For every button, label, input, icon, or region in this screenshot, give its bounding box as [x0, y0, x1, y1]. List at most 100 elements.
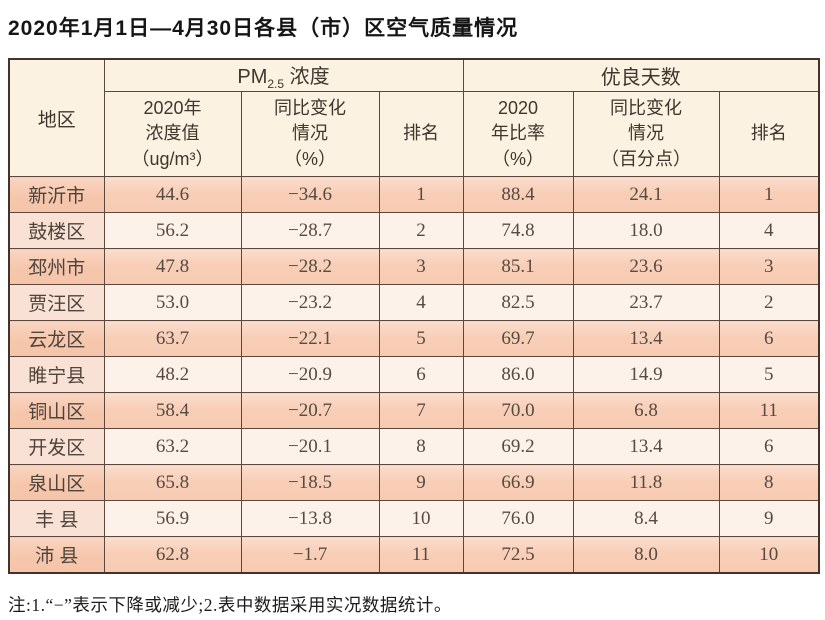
- good-change-cell: 11.8: [572, 464, 720, 501]
- pm-change-cell: −18.5: [240, 464, 380, 501]
- good-change-cell: 8.4: [572, 500, 720, 537]
- pm-value-cell: 63.7: [103, 320, 242, 357]
- region-cell: 邳州市: [8, 248, 105, 285]
- table-row: 睢宁县 48.2 −20.9 6 86.0 14.9 5: [8, 356, 820, 393]
- pm-rank-cell: 4: [378, 284, 464, 321]
- good-ratio-cell: 82.5: [462, 284, 574, 321]
- pm-change-cell: −34.6: [240, 176, 380, 213]
- pm-rank-cell: 9: [378, 464, 464, 501]
- pm-value-cell: 56.9: [103, 500, 242, 537]
- pm-rank-cell: 1: [378, 176, 464, 213]
- pm-value-cell: 56.2: [103, 212, 242, 249]
- good-ratio-cell: 86.0: [462, 356, 574, 393]
- header-pm-value: 2020年 浓度值 （ug/m³）: [103, 91, 242, 177]
- good-rank-cell: 5: [718, 356, 820, 393]
- pm-change-cell: −23.2: [240, 284, 380, 321]
- header-group-pm25: PM2.5 浓度: [103, 58, 464, 92]
- region-cell: 睢宁县: [8, 356, 105, 393]
- pm-rank-cell: 5: [378, 320, 464, 357]
- header-group-good-days: 优良天数: [462, 58, 820, 92]
- region-cell: 鼓楼区: [8, 212, 105, 249]
- good-change-cell: 18.0: [572, 212, 720, 249]
- table-row: 沛 县 62.8 −1.7 11 72.5 8.0 10: [8, 536, 820, 574]
- region-cell: 贾汪区: [8, 284, 105, 321]
- pm-change-cell: −20.7: [240, 392, 380, 429]
- region-cell: 铜山区: [8, 392, 105, 429]
- good-change-cell: 8.0: [572, 536, 720, 574]
- good-ratio-cell: 69.2: [462, 428, 574, 465]
- header-group-row: 地区 PM2.5 浓度 优良天数: [8, 58, 820, 177]
- region-cell: 新沂市: [8, 176, 105, 213]
- pm25-subscript: 2.5: [267, 77, 285, 91]
- pm-rank-cell: 7: [378, 392, 464, 429]
- pm25-suffix: 浓度: [284, 66, 330, 88]
- good-change-cell: 13.4: [572, 428, 720, 465]
- pm-value-cell: 53.0: [103, 284, 242, 321]
- pm-change-cell: −13.8: [240, 500, 380, 537]
- table-body: 新沂市 44.6 −34.6 1 88.4 24.1 1 鼓楼区 56.2 −2…: [8, 176, 820, 574]
- pm-change-cell: −28.7: [240, 212, 380, 249]
- good-ratio-cell: 74.8: [462, 212, 574, 249]
- pm-value-cell: 62.8: [103, 536, 242, 574]
- good-rank-cell: 6: [718, 320, 820, 357]
- table-row: 丰 县 56.9 −13.8 10 76.0 8.4 9: [8, 500, 820, 537]
- good-ratio-cell: 66.9: [462, 464, 574, 501]
- header-good-change: 同比变化 情况 （百分点）: [572, 91, 720, 177]
- air-quality-table: 地区 PM2.5 浓度 优良天数 2020年 浓度值 （ug/m³） 同比变化 …: [8, 58, 821, 574]
- pm-change-cell: −28.2: [240, 248, 380, 285]
- pm-rank-cell: 2: [378, 212, 464, 249]
- table-header: 地区 PM2.5 浓度 优良天数 2020年 浓度值 （ug/m³） 同比变化 …: [8, 58, 820, 177]
- table-row: 开发区 63.2 −20.1 8 69.2 13.4 6: [8, 428, 820, 465]
- good-rank-cell: 4: [718, 212, 820, 249]
- good-rank-cell: 2: [718, 284, 820, 321]
- table-row: 鼓楼区 56.2 −28.7 2 74.8 18.0 4: [8, 212, 820, 249]
- good-change-cell: 23.6: [572, 248, 720, 285]
- header-good-ratio: 2020 年比率 （%）: [462, 91, 574, 177]
- pm-change-cell: −20.1: [240, 428, 380, 465]
- table-row: 邳州市 47.8 −28.2 3 85.1 23.6 3: [8, 248, 820, 285]
- good-ratio-cell: 88.4: [462, 176, 574, 213]
- pm-change-cell: −1.7: [240, 536, 380, 574]
- good-rank-cell: 1: [718, 176, 820, 213]
- table-row: 泉山区 65.8 −18.5 9 66.9 11.8 8: [8, 464, 820, 501]
- good-change-cell: 6.8: [572, 392, 720, 429]
- pm-value-cell: 58.4: [103, 392, 242, 429]
- table-row: 新沂市 44.6 −34.6 1 88.4 24.1 1: [8, 176, 820, 213]
- header-good-rank: 排名: [718, 91, 820, 177]
- table-row: 贾汪区 53.0 −23.2 4 82.5 23.7 2: [8, 284, 820, 321]
- good-rank-cell: 3: [718, 248, 820, 285]
- pm-rank-cell: 8: [378, 428, 464, 465]
- region-cell: 泉山区: [8, 464, 105, 501]
- pm-value-cell: 63.2: [103, 428, 242, 465]
- region-cell: 云龙区: [8, 320, 105, 357]
- pm-rank-cell: 10: [378, 500, 464, 537]
- good-change-cell: 24.1: [572, 176, 720, 213]
- table-row: 云龙区 63.7 −22.1 5 69.7 13.4 6: [8, 320, 820, 357]
- good-rank-cell: 8: [718, 464, 820, 501]
- pm-value-cell: 65.8: [103, 464, 242, 501]
- pm-value-cell: 47.8: [103, 248, 242, 285]
- header-region: 地区: [8, 58, 105, 177]
- good-change-cell: 13.4: [572, 320, 720, 357]
- page-title: 2020年1月1日—4月30日各县（市）区空气质量情况: [8, 17, 519, 40]
- pm25-prefix: PM: [237, 66, 268, 88]
- good-ratio-cell: 70.0: [462, 392, 574, 429]
- header-pm-change: 同比变化 情况 （%）: [240, 91, 380, 177]
- footnote: 注:1.“−”表示下降或减少;2.表中数据采用实况数据统计。: [8, 595, 452, 615]
- good-change-cell: 14.9: [572, 356, 720, 393]
- pm-change-cell: −20.9: [240, 356, 380, 393]
- good-change-cell: 23.7: [572, 284, 720, 321]
- pm-value-cell: 48.2: [103, 356, 242, 393]
- good-ratio-cell: 85.1: [462, 248, 574, 285]
- pm-change-cell: −22.1: [240, 320, 380, 357]
- good-rank-cell: 11: [718, 392, 820, 429]
- pm-rank-cell: 11: [378, 536, 464, 574]
- good-ratio-cell: 69.7: [462, 320, 574, 357]
- region-cell: 开发区: [8, 428, 105, 465]
- good-ratio-cell: 72.5: [462, 536, 574, 574]
- header-pm-rank: 排名: [378, 91, 464, 177]
- region-cell: 沛 县: [8, 536, 105, 574]
- good-rank-cell: 10: [718, 536, 820, 574]
- header-sub-row: 2020年 浓度值 （ug/m³） 同比变化 情况 （%） 排名 2020 年比…: [9, 91, 820, 177]
